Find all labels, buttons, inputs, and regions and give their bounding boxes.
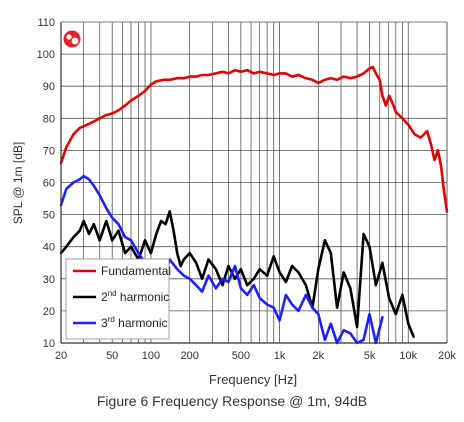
y-tick-label: 110 — [37, 17, 55, 29]
legend-box — [65, 258, 170, 340]
legend-label-3: 3rd harmonic — [101, 315, 168, 330]
legend-label-2: 2nd harmonic — [101, 289, 169, 304]
legend-label-sup: rd — [108, 315, 115, 324]
logo-dot — [66, 34, 72, 40]
y-tick-label: 70 — [43, 145, 55, 157]
x-tick-label: 100 — [142, 350, 160, 362]
y-tick-label: 30 — [43, 274, 55, 286]
y-tick-label: 80 — [43, 113, 55, 125]
series-line-3 — [59, 174, 384, 345]
logo-dot — [71, 37, 79, 45]
series-lines — [59, 65, 449, 345]
legend-label-sup: nd — [108, 289, 117, 298]
series-line-2 — [59, 210, 415, 338]
x-axis-label: Frequency [Hz] — [209, 372, 297, 387]
x-tick-label: 10k — [399, 350, 417, 362]
speaker-logo-icon — [63, 30, 81, 48]
x-tick-label: 2k — [313, 350, 325, 362]
legend-label-rest: harmonic — [115, 316, 168, 330]
legend-label-rest: harmonic — [117, 290, 170, 304]
x-tick-label: 20 — [55, 350, 67, 362]
x-tick-label: 20k — [438, 350, 456, 362]
y-tick-label: 40 — [43, 242, 55, 254]
y-axis-label: SPL @ 1m [dB] — [11, 142, 25, 224]
y-tick-label: 90 — [43, 81, 55, 93]
logo-circle — [63, 30, 81, 48]
legend-label-base: 3 — [101, 316, 108, 330]
series-line-1 — [59, 65, 449, 213]
y-tick-label: 20 — [43, 306, 55, 318]
legend-label-base: 2 — [101, 290, 108, 304]
legend-label-base: Fundamental — [101, 264, 171, 278]
y-tick-label: 100 — [37, 49, 55, 61]
x-tick-label: 1k — [274, 350, 286, 362]
x-tick-label: 500 — [232, 350, 250, 362]
x-tick-label: 50 — [106, 350, 118, 362]
y-tick-label: 10 — [43, 338, 55, 350]
x-tick-label: 5k — [364, 350, 376, 362]
legend-label-1: Fundamental — [101, 264, 171, 278]
figure-caption: Figure 6 Frequency Response @ 1m, 94dB — [96, 393, 368, 409]
x-tick-label: 200 — [180, 350, 198, 362]
y-tick-label: 60 — [43, 178, 55, 190]
y-tick-label: 50 — [43, 210, 55, 222]
